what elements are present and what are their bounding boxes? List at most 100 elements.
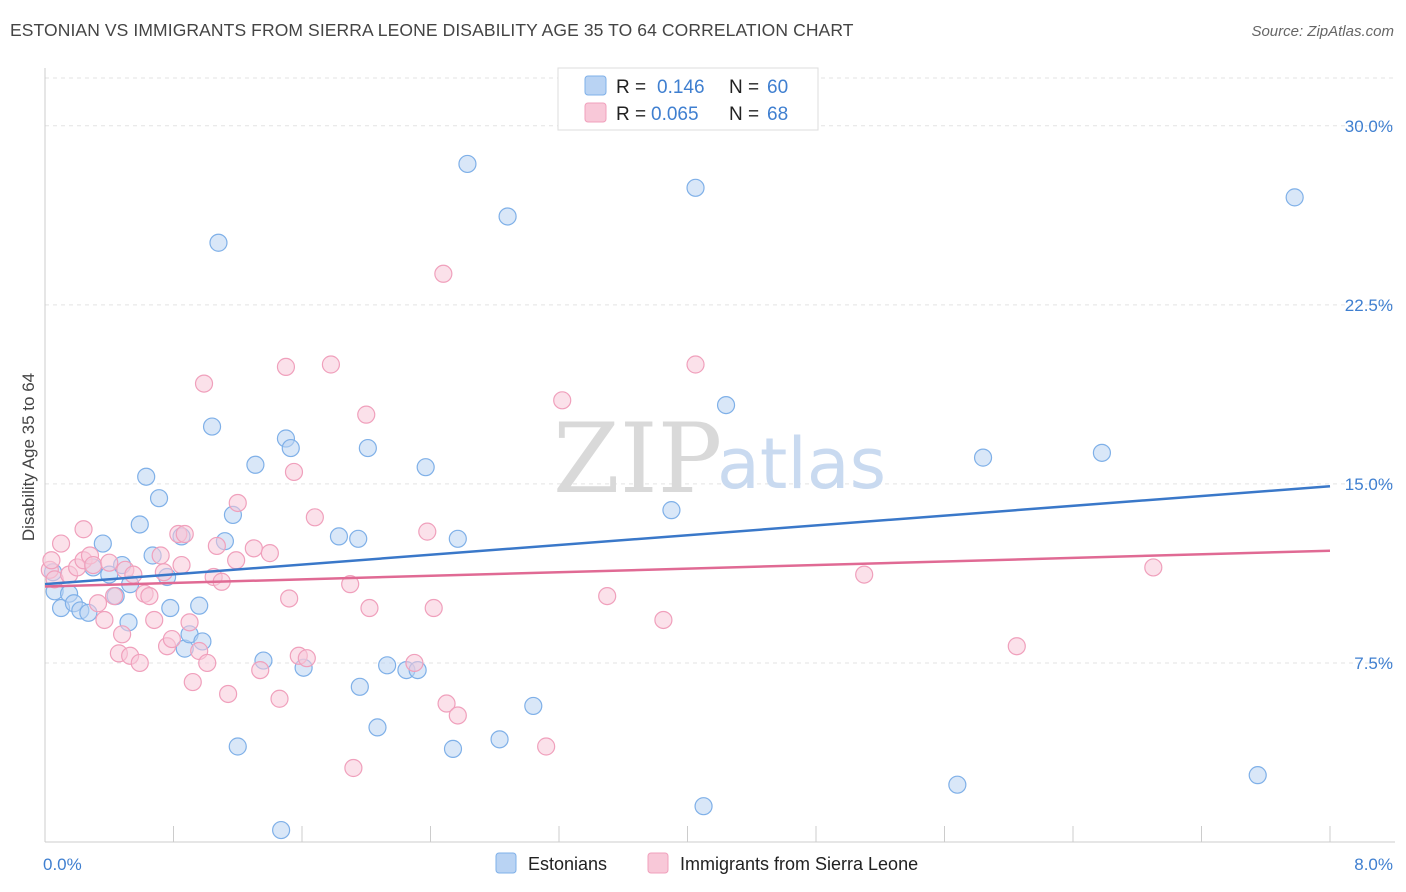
sierra-leone-point (194, 374, 214, 393)
series-label-estonians: Estonians (528, 854, 607, 874)
sierra-leone-point (448, 706, 467, 725)
legend-swatch-estonians (584, 75, 607, 96)
legend-r-label: R = (616, 77, 646, 98)
y-tick-label: 22.5% (1345, 296, 1393, 315)
estonians-point (190, 596, 209, 615)
estonians-point (686, 178, 705, 197)
estonians-point (1285, 188, 1304, 207)
estonians-point (1248, 766, 1267, 785)
sierra-leone-point (360, 598, 379, 618)
sierra-leone-point (260, 544, 279, 563)
y-tick-label: 15.0% (1345, 475, 1393, 494)
estonians-point (202, 417, 222, 436)
sierra-leone-point (84, 555, 103, 575)
series-swatch-sierra-leone (647, 852, 669, 874)
estonians-point (1092, 443, 1112, 462)
sierra-leone-point (154, 563, 173, 582)
legend-n-value: 60 (767, 77, 788, 98)
estonians-point (350, 677, 369, 696)
estonians-point (228, 737, 247, 756)
sierra-leone-point (124, 565, 143, 584)
sierra-leone-point (537, 737, 556, 756)
estonians-point (973, 448, 993, 467)
sierra-leone-point (244, 539, 263, 558)
sierra-leone-point (198, 653, 217, 673)
estonians-point (448, 529, 467, 548)
sierra-leone-point (424, 598, 443, 618)
estonians-point (662, 501, 681, 520)
sierra-leone-point (104, 586, 124, 606)
estonians-point (490, 730, 509, 749)
estonians-point (416, 458, 435, 477)
legend-n-value: 68 (767, 104, 788, 125)
estonians-point (149, 489, 169, 508)
watermark-atlas: atlas (717, 423, 886, 505)
sierra-leone-point (207, 536, 226, 556)
x-tick-label-max: 8.0% (1354, 855, 1393, 874)
estonians-point (694, 797, 713, 816)
estonians-point (161, 598, 180, 618)
estonians-point (272, 820, 291, 840)
sierra-leone-point (42, 551, 61, 570)
estonians-trend-line (44, 485, 1331, 586)
sierra-leone-point (130, 653, 149, 673)
sierra-leone-point (183, 672, 202, 692)
sierra-leone-point (140, 586, 159, 606)
sierra-leone-point (321, 355, 341, 374)
sierra-leone-point (341, 575, 360, 594)
sierra-leone-point (1007, 637, 1026, 656)
legend-n-label: N = (729, 104, 759, 125)
sierra-leone-point (219, 684, 238, 704)
sierra-leone-point (598, 586, 617, 606)
estonians-point (458, 154, 477, 174)
estonians-point (93, 534, 112, 553)
sierra-leone-point (74, 520, 93, 539)
trend-lines (44, 485, 1331, 588)
estonians-point (378, 656, 397, 675)
y-axis-label: Disability Age 35 to 64 (19, 373, 38, 541)
sierra-leone-point (270, 689, 289, 708)
grid-lines (45, 77, 1395, 664)
estonians-point (349, 529, 368, 548)
legend-n-label: N = (729, 77, 759, 98)
sierra-leone-point (686, 355, 705, 374)
sierra-leone-point (175, 524, 194, 544)
sierra-leone-point (100, 553, 119, 572)
series-swatch-estonians (495, 852, 517, 874)
sierra-leone-point (284, 462, 304, 482)
sierra-leone-point (280, 589, 299, 608)
watermark: ZIP atlas (553, 403, 886, 515)
estonians-point (948, 775, 967, 794)
sierra-leone-point (227, 551, 246, 570)
sierra-leone-point (305, 508, 324, 527)
sierra-leone-point (405, 653, 424, 673)
legend-r-label: R = (616, 104, 646, 125)
estonians-point (329, 527, 349, 546)
estonians-point (716, 395, 736, 415)
chart-title: ESTONIAN VS IMMIGRANTS FROM SIERRA LEONE… (10, 20, 854, 40)
sierra-leone-point (151, 546, 170, 565)
x-tick-labels: 0.0% 8.0% (43, 855, 1393, 874)
sierra-leone-point (553, 391, 572, 410)
estonians-point (281, 438, 300, 458)
estonians-point (246, 455, 265, 474)
estonians-point (443, 739, 463, 758)
sierra-leone-point (297, 649, 316, 668)
sierra-leone-point (1144, 558, 1163, 577)
estonians-point (358, 438, 377, 458)
sierra-leone-point (434, 264, 453, 283)
data-points (40, 154, 1304, 840)
sierra-leone-point (112, 625, 132, 644)
sierra-leone-point (180, 613, 199, 632)
y-tick-label: 7.5% (1354, 654, 1393, 673)
x-tick-label-min: 0.0% (43, 855, 82, 874)
estonians-point (368, 718, 387, 737)
legend-r-value: 0.065 (651, 104, 699, 125)
watermark-zip: ZIP (553, 403, 722, 515)
estonians-point (130, 515, 149, 534)
sierra-leone-point (228, 493, 247, 513)
sierra-leone-point (654, 610, 673, 630)
sierra-leone-point (418, 522, 437, 541)
sierra-leone-point (357, 405, 376, 424)
